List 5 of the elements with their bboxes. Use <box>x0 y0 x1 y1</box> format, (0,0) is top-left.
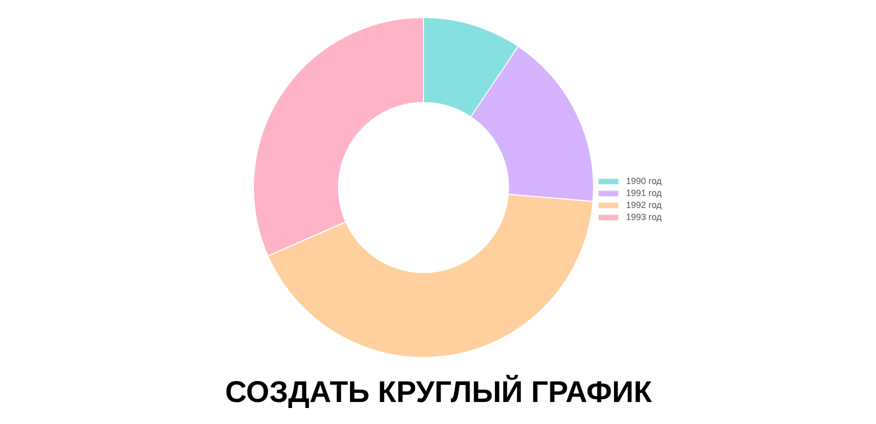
legend-label: 1992 год <box>626 200 662 210</box>
text: СОЗДАТЬ КРУГЛЫЙ ГРАФИК <box>225 374 653 409</box>
legend-label: 1993 год <box>626 212 662 222</box>
legend-label: 1991 год <box>626 188 662 198</box>
legend-label: 1990 год <box>626 176 662 186</box>
